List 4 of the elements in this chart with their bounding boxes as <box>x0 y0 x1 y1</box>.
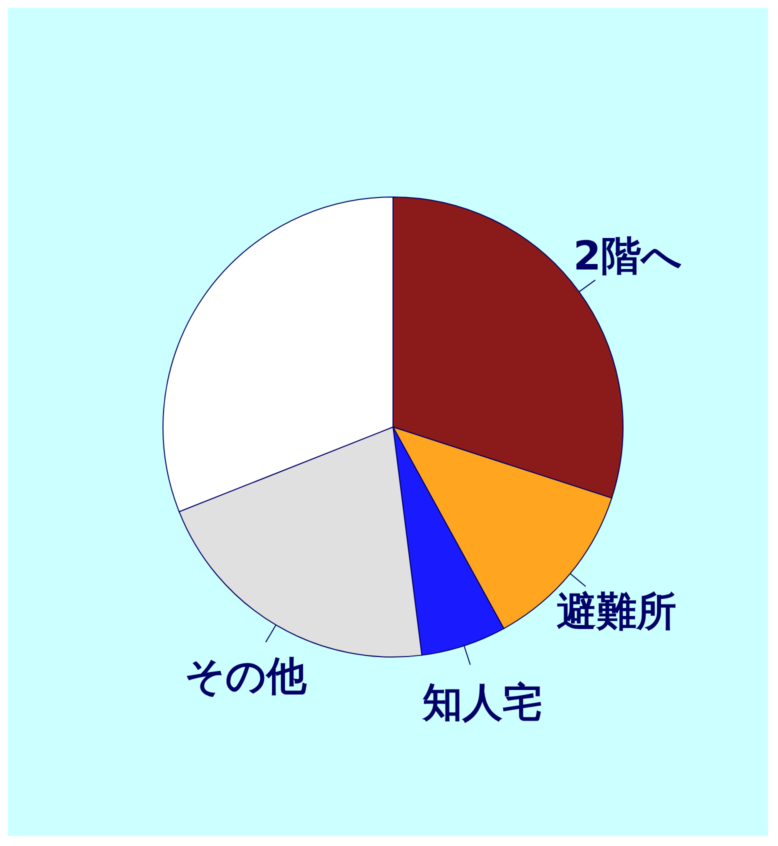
slice-label: その他 <box>184 654 308 700</box>
slice-label: 2階へ <box>573 234 682 280</box>
slice-label: 避難所 <box>556 588 676 635</box>
slice-label: 知人宅 <box>422 680 543 726</box>
